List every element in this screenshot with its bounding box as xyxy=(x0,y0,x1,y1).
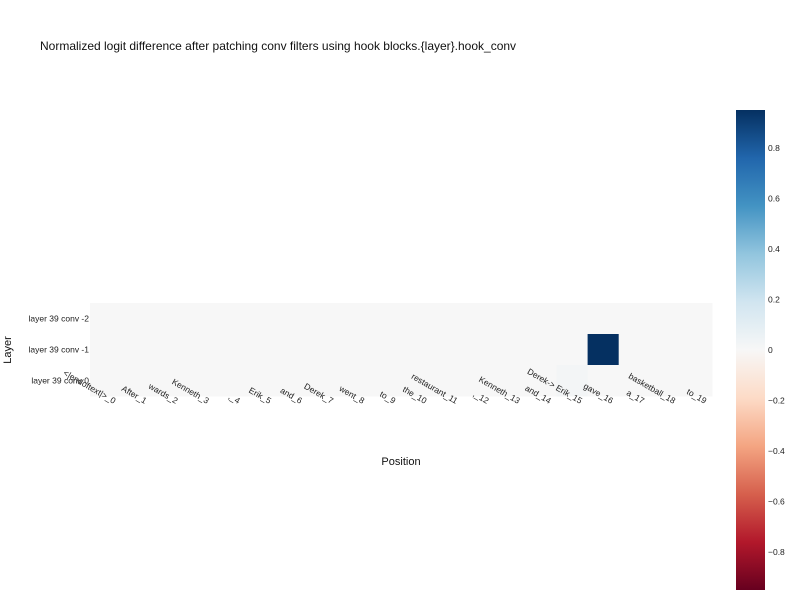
heatmap-cell xyxy=(214,365,246,397)
heatmap-cell xyxy=(245,334,278,366)
heatmap-cell xyxy=(307,365,340,397)
heatmap-cell xyxy=(525,365,557,397)
heatmap-cell xyxy=(338,334,371,366)
heatmap-cell xyxy=(649,303,682,335)
colorbar-ticks: 0.8 0.6 0.4 0.2 0 −0.2 −0.4 −0.6 −0.8 xyxy=(768,143,785,557)
heatmap-cell xyxy=(369,334,402,366)
heatmap-cell xyxy=(463,303,495,335)
y-tick-label: layer 39 conv -1 xyxy=(29,345,90,355)
heatmap-cell xyxy=(401,365,433,397)
heatmap-cell xyxy=(152,334,184,366)
heatmap-cell xyxy=(152,303,184,335)
heatmap-cell xyxy=(556,303,589,335)
heatmap-cell xyxy=(556,334,589,366)
heatmap-cell xyxy=(618,334,651,366)
heatmap-cell xyxy=(463,334,495,366)
heatmap-cell xyxy=(276,334,309,366)
heatmap-cell xyxy=(618,365,651,397)
heatmap-cell xyxy=(307,303,340,335)
heatmap-cell xyxy=(432,334,464,366)
heatmap-cell xyxy=(618,303,651,335)
heatmap-cell xyxy=(494,365,526,397)
heatmap-cell xyxy=(680,365,713,397)
heatmap-cell xyxy=(587,365,620,397)
heatmap-cell xyxy=(152,365,184,397)
chart-title: Normalized logit difference after patchi… xyxy=(40,39,516,53)
y-axis-ticks: layer 39 conv -2 layer 39 conv -1 layer 39… xyxy=(29,314,90,386)
heatmap-cell xyxy=(649,365,682,397)
colorbar-tick-label: −0.2 xyxy=(768,396,785,406)
heatmap-cell xyxy=(463,365,495,397)
heatmap-cell xyxy=(214,334,246,366)
colorbar-tick-label: 0.6 xyxy=(768,193,780,203)
heatmap-cell xyxy=(432,365,464,397)
heatmap-cell xyxy=(121,365,153,397)
heatmap-cell xyxy=(525,303,557,335)
heatmap-cell xyxy=(587,334,620,366)
heatmap-cell xyxy=(307,334,340,366)
heatmap-cell xyxy=(494,303,526,335)
heatmap-cell xyxy=(245,365,278,397)
heatmap-cell xyxy=(276,303,309,335)
heatmap-cell xyxy=(680,303,713,335)
heatmap-cell xyxy=(432,303,464,335)
heatmap-cell xyxy=(183,303,215,335)
heatmap-cells xyxy=(90,303,713,397)
colorbar-tick-label: −0.4 xyxy=(768,446,785,456)
heatmap-cell xyxy=(525,334,557,366)
colorbar-tick-label: 0.2 xyxy=(768,294,780,304)
x-axis-label: Position xyxy=(381,456,420,468)
heatmap-cell xyxy=(494,334,526,366)
colorbar-tick-label: −0.8 xyxy=(768,547,785,557)
colorbar-tick-label: 0.4 xyxy=(768,244,780,254)
y-tick-label: layer 39 conv 0 xyxy=(31,376,89,386)
heatmap-cell xyxy=(680,334,713,366)
heatmap-cell xyxy=(401,334,433,366)
heatmap-cell xyxy=(183,365,215,397)
colorbar-tick-label: 0.8 xyxy=(768,143,780,153)
heatmap-cell xyxy=(338,365,371,397)
heatmap-cell xyxy=(587,303,620,335)
heatmap-cell xyxy=(183,334,215,366)
heatmap-cell xyxy=(121,303,153,335)
colorbar-tick-label: −0.6 xyxy=(768,497,785,507)
heatmap-cell xyxy=(556,365,589,397)
heatmap-cell xyxy=(90,365,122,397)
heatmap-cell xyxy=(214,303,246,335)
heatmap-cell xyxy=(90,303,122,335)
heatmap-cell xyxy=(276,365,309,397)
y-axis-label: Layer xyxy=(2,336,14,364)
colorbar-tick-label: 0 xyxy=(768,345,773,355)
heatmap-cell xyxy=(245,303,278,335)
heatmap-cell xyxy=(338,303,371,335)
colorbar xyxy=(736,110,765,590)
heatmap-cell xyxy=(90,334,122,366)
heatmap-cell xyxy=(369,365,402,397)
y-tick-label: layer 39 conv -2 xyxy=(29,314,90,324)
heatmap-cell xyxy=(401,303,433,335)
heatmap-cell xyxy=(369,303,402,335)
heatmap-cell xyxy=(121,334,153,366)
heatmap-cell xyxy=(649,334,682,366)
